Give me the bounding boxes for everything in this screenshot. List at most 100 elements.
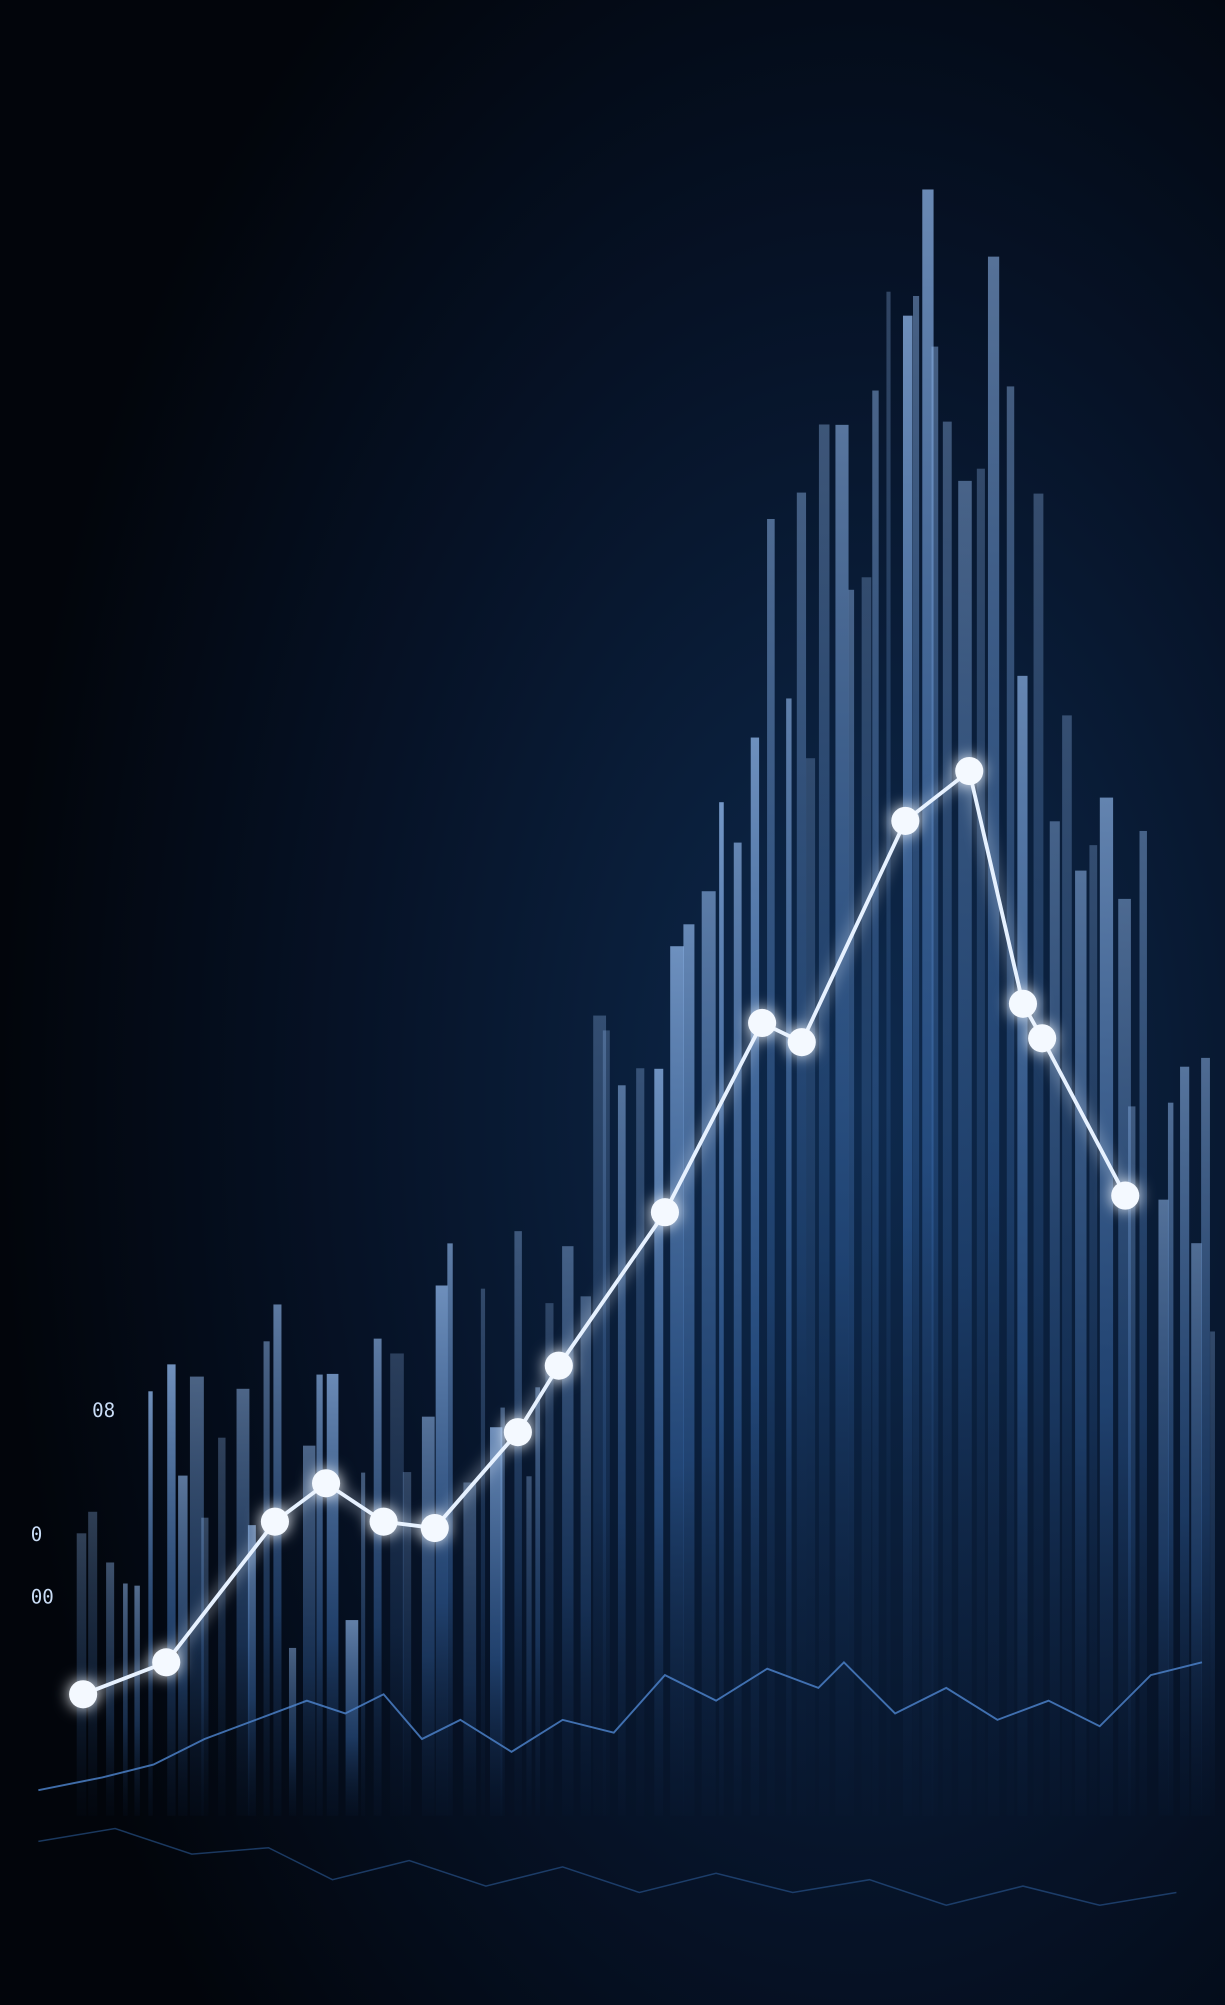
decor-bar <box>636 1068 645 1816</box>
decor-bar <box>201 1517 209 1816</box>
decor-bar <box>76 1533 87 1816</box>
decor-bar <box>786 698 792 1816</box>
decor-bar <box>805 758 816 1816</box>
glow-point <box>420 1513 449 1543</box>
decor-bar <box>316 1374 323 1816</box>
decor-bar <box>526 1476 532 1816</box>
decor-bar <box>1089 845 1098 1816</box>
glow-point <box>1008 989 1038 1018</box>
decor-bar <box>1167 1102 1174 1816</box>
decor-bar <box>402 1472 412 1816</box>
glow-point <box>1028 1024 1057 1053</box>
glow-point <box>544 1351 573 1380</box>
decor-bar <box>1128 1106 1136 1816</box>
decor-bar <box>167 1364 176 1816</box>
decor-bar <box>263 1341 270 1816</box>
decor-bar <box>593 1015 607 1816</box>
decor-bar <box>719 802 724 1816</box>
decor-bar <box>902 315 913 1816</box>
glow-point <box>955 756 984 786</box>
decor-bar <box>390 1353 404 1816</box>
decor-bar <box>1210 1331 1215 1816</box>
glow-point <box>312 1469 341 1498</box>
decor-bar <box>654 1068 664 1816</box>
decor-bar <box>1099 797 1114 1816</box>
decor-bar <box>617 1085 626 1816</box>
decor-bar <box>1049 821 1060 1816</box>
decor-bar <box>750 737 760 1816</box>
decor-bar <box>1033 493 1044 1816</box>
glyph-label: 0 <box>31 1523 43 1546</box>
decor-bar <box>1201 1057 1210 1816</box>
glow-point <box>748 1008 777 1038</box>
decor-bar <box>562 1246 574 1816</box>
decor-bar <box>326 1373 339 1816</box>
decor-bar <box>818 424 830 1816</box>
decor-bar <box>683 924 695 1816</box>
decor-bar <box>733 842 742 1816</box>
decor-bar <box>886 291 891 1816</box>
decor-bar <box>931 346 939 1816</box>
decor-bar <box>767 518 775 1816</box>
decor-bar <box>580 1296 591 1816</box>
decor-bar <box>288 1647 297 1816</box>
decor-bar <box>987 256 1000 1816</box>
decor-bar <box>435 1285 448 1816</box>
trend-points <box>69 756 1140 1709</box>
decor-bar <box>701 891 716 1816</box>
decor-bar <box>1062 715 1072 1816</box>
glow-point <box>69 1680 98 1709</box>
glow-point <box>369 1507 398 1536</box>
decor-bar <box>236 1388 250 1816</box>
decor-bar <box>913 295 920 1816</box>
decor-bar <box>796 492 807 1816</box>
decor-bar <box>373 1338 382 1816</box>
decor-bar <box>88 1511 98 1816</box>
bars <box>76 189 1215 1816</box>
decor-bar <box>535 1387 541 1816</box>
decor-bar <box>1191 1243 1202 1816</box>
decor-bar <box>1118 898 1131 1816</box>
decor-bar <box>148 1391 153 1816</box>
decor-bar <box>922 189 934 1816</box>
decor-bar <box>480 1288 486 1816</box>
decor-bar <box>1006 386 1015 1816</box>
decor-bar <box>345 1620 359 1816</box>
decor-bar <box>302 1445 316 1816</box>
decor-bar <box>1139 830 1147 1816</box>
glow-point <box>152 1648 181 1677</box>
reflection-line <box>38 1827 1177 1907</box>
glow-point <box>787 1028 816 1057</box>
decor-bar <box>447 1243 453 1816</box>
decor-bar <box>178 1475 188 1816</box>
decor-bar <box>123 1583 128 1816</box>
glow-point <box>650 1198 679 1227</box>
decor-bar <box>602 1030 610 1816</box>
decor-bar <box>872 390 879 1816</box>
decor-bar <box>1180 1066 1190 1816</box>
decor-bar <box>421 1416 435 1816</box>
decor-bar <box>490 1427 503 1816</box>
decor-bar <box>514 1231 522 1816</box>
decor-bar <box>463 1482 477 1816</box>
glow-point <box>503 1418 532 1447</box>
ridge-line <box>38 1660 1203 1792</box>
decor-bar <box>976 468 985 1816</box>
decor-bar <box>670 946 684 1816</box>
glow-point <box>1111 1181 1140 1210</box>
decor-bar <box>500 1407 505 1816</box>
decor-bar <box>361 1472 366 1816</box>
decor-bar <box>189 1376 204 1816</box>
decor-bar <box>1158 1199 1169 1816</box>
decor-bar <box>273 1304 282 1816</box>
decor-bar <box>106 1562 115 1816</box>
trend-line <box>82 767 1127 1697</box>
decor-bar <box>1017 675 1028 1816</box>
decor-bar <box>545 1303 554 1816</box>
decor-bar <box>861 577 872 1816</box>
glyph-label: 08 <box>92 1399 115 1422</box>
decor-bar <box>247 1525 256 1816</box>
decor-bar <box>134 1585 140 1816</box>
